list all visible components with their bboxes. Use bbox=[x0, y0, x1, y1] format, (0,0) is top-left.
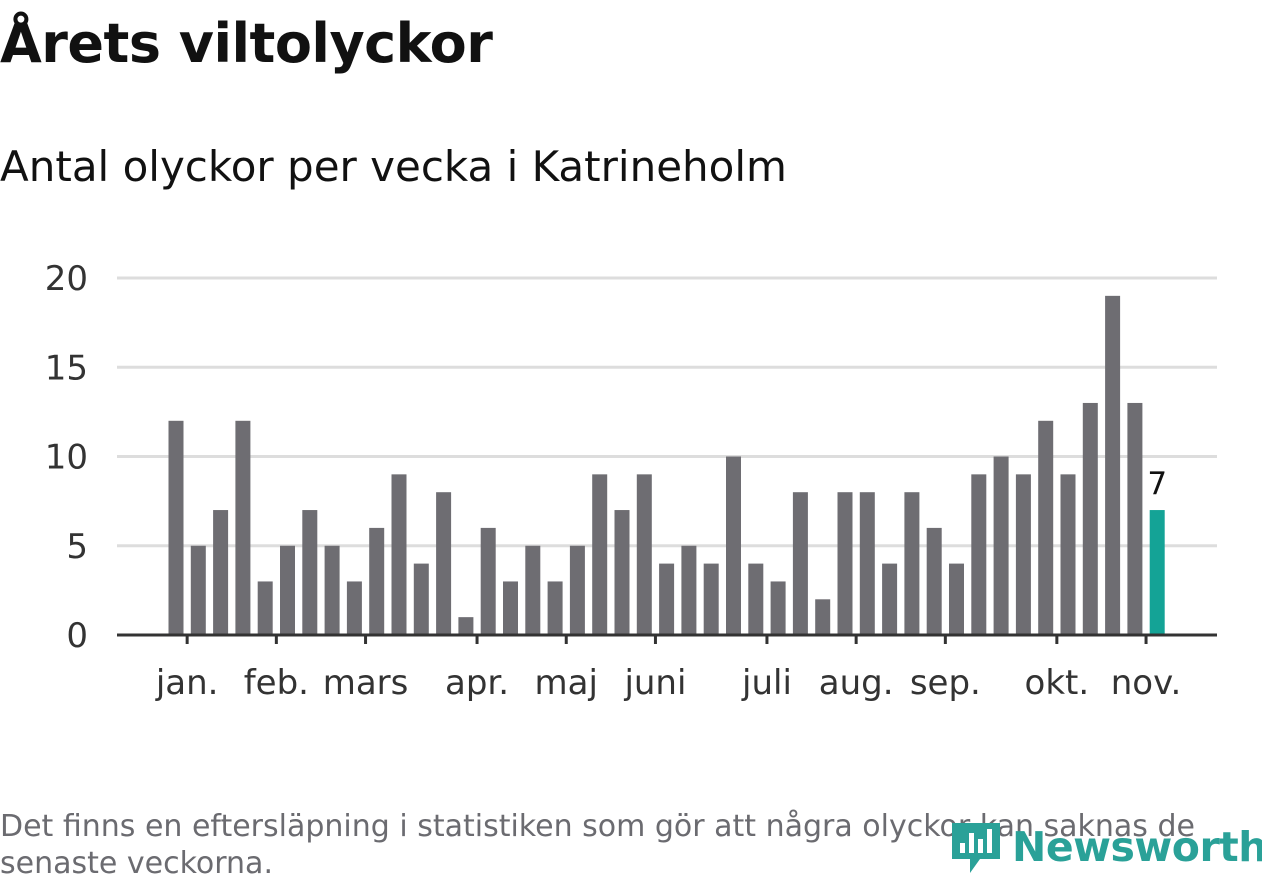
bar bbox=[1015, 474, 1031, 635]
bar bbox=[213, 510, 229, 635]
bar bbox=[659, 563, 675, 635]
x-tick-label: apr. bbox=[445, 663, 509, 703]
bar bbox=[770, 581, 786, 635]
annotations: 7 bbox=[1147, 466, 1167, 502]
bar bbox=[792, 492, 808, 635]
bar bbox=[815, 599, 831, 635]
bar bbox=[703, 563, 719, 635]
bar bbox=[837, 492, 853, 635]
y-tick-label: 20 bbox=[45, 259, 88, 299]
x-tick-label: juli bbox=[741, 663, 792, 703]
bar bbox=[324, 545, 340, 635]
x-tick-label: aug. bbox=[819, 663, 894, 703]
x-tick-label: feb. bbox=[244, 663, 309, 703]
bar bbox=[993, 456, 1009, 635]
bar bbox=[391, 474, 407, 635]
brand-name: Newsworthy bbox=[1012, 823, 1262, 871]
bar bbox=[1082, 402, 1098, 635]
bar bbox=[280, 545, 295, 635]
bars bbox=[168, 295, 1165, 635]
bar bbox=[369, 527, 385, 635]
x-tick-label: okt. bbox=[1025, 663, 1090, 703]
bar bbox=[569, 545, 585, 635]
bar bbox=[413, 563, 429, 635]
bar bbox=[882, 563, 898, 635]
bar bbox=[302, 510, 318, 635]
bar bbox=[168, 420, 184, 635]
x-tick-label: mars bbox=[323, 663, 409, 703]
data-label-highlight: 7 bbox=[1147, 466, 1167, 502]
bar bbox=[1127, 402, 1143, 635]
bar bbox=[614, 510, 630, 635]
bar bbox=[436, 492, 452, 635]
chart-title: Årets viltolyckor bbox=[0, 12, 493, 75]
bar bbox=[190, 545, 206, 635]
bar bbox=[346, 581, 362, 635]
x-axis bbox=[117, 633, 1217, 644]
bar bbox=[1060, 474, 1076, 635]
x-tick-label: nov. bbox=[1111, 663, 1182, 703]
x-axis-labels: jan. feb. mars apr. maj juni juli aug. sep. okt. n… bbox=[155, 663, 1182, 703]
x-tick-label: juni bbox=[623, 663, 686, 703]
bar bbox=[949, 563, 964, 635]
bar bbox=[1105, 295, 1121, 635]
bar bbox=[503, 581, 518, 635]
y-tick-label: 0 bbox=[66, 616, 88, 656]
x-tick-label: jan. bbox=[155, 663, 219, 703]
bar bbox=[458, 617, 474, 635]
bar bbox=[235, 420, 251, 635]
y-tick-label: 5 bbox=[66, 527, 88, 567]
bar bbox=[480, 527, 496, 635]
gridlines bbox=[117, 276, 1217, 548]
bar bbox=[547, 581, 563, 635]
bar bbox=[257, 581, 273, 635]
y-tick-label: 10 bbox=[45, 438, 88, 478]
x-tick-label: maj bbox=[535, 663, 598, 703]
bar bbox=[592, 474, 608, 635]
bar bbox=[748, 563, 764, 635]
bar bbox=[726, 456, 741, 635]
bar bbox=[1038, 420, 1054, 635]
chart-subtitle: Antal olyckor per vecka i Katrineholm bbox=[0, 142, 787, 191]
bar bbox=[636, 474, 652, 635]
bar bbox=[926, 527, 942, 635]
x-tick-label: sep. bbox=[910, 663, 981, 703]
bar bbox=[681, 545, 697, 635]
y-axis-labels: 0 5 10 15 20 bbox=[45, 259, 88, 656]
bar bbox=[525, 545, 541, 635]
bar-highlight bbox=[1149, 510, 1165, 635]
y-tick-label: 15 bbox=[45, 348, 88, 388]
newsworthy-logo-icon bbox=[952, 823, 1000, 873]
bar bbox=[859, 492, 875, 635]
bar bbox=[904, 492, 920, 635]
bar bbox=[971, 474, 987, 635]
brand: Newsworthy bbox=[950, 818, 1262, 876]
